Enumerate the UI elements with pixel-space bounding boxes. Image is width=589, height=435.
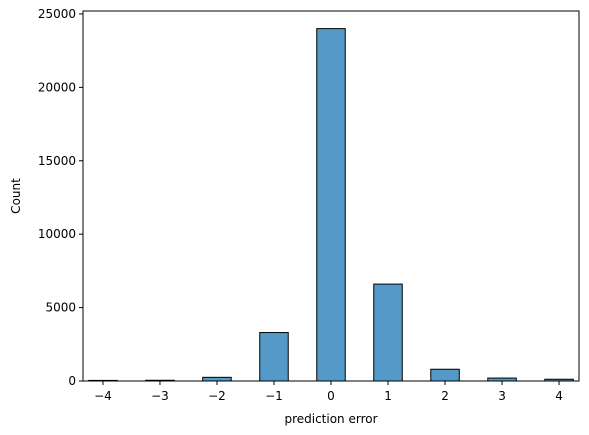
x-tick-label: 2 <box>441 389 449 403</box>
bar-3 <box>259 332 289 382</box>
x-tick-label: 3 <box>498 389 506 403</box>
plot-frame <box>82 10 580 382</box>
x-tick-label: 1 <box>384 389 392 403</box>
x-tick-label: −3 <box>151 389 169 403</box>
x-tick-label: 0 <box>327 389 335 403</box>
bar-2 <box>202 376 232 382</box>
y-tick-label: 20000 <box>38 80 76 94</box>
bar-5 <box>373 283 403 382</box>
y-tick-label: 0 <box>68 374 76 388</box>
bar-6 <box>430 368 460 382</box>
y-axis-label: Count <box>9 178 23 214</box>
y-tick-label: 15000 <box>38 154 76 168</box>
y-axis-ticks: 0 5000 10000 15000 20000 25000 <box>38 7 83 388</box>
bars-group <box>88 28 574 382</box>
y-tick-label: 25000 <box>38 7 76 21</box>
x-axis-label: prediction error <box>284 412 377 426</box>
bar-4 <box>316 28 346 382</box>
y-tick-label: 10000 <box>38 227 76 241</box>
x-tick-label: −2 <box>208 389 226 403</box>
x-axis-ticks: −4 −3 −2 −1 0 1 2 3 4 <box>94 381 563 403</box>
y-tick-label: 5000 <box>45 301 76 315</box>
x-tick-label: −1 <box>265 389 283 403</box>
x-tick-label: 4 <box>555 389 563 403</box>
x-tick-label: −4 <box>94 389 112 403</box>
